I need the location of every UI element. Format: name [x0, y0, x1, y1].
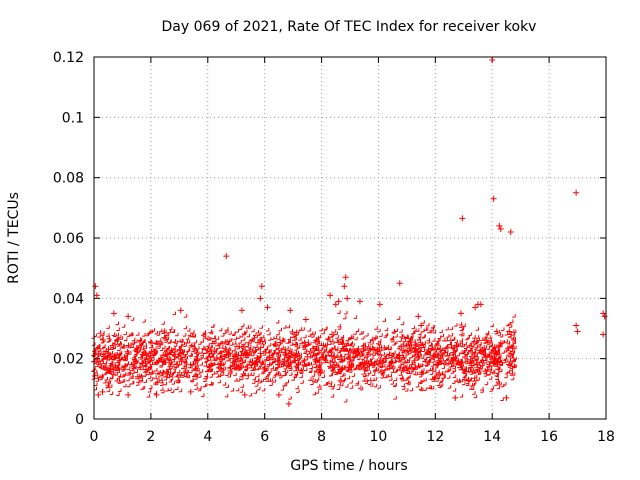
x-tick-label: 2	[146, 429, 155, 445]
data-point	[327, 292, 334, 299]
data-point	[496, 222, 503, 229]
data-point	[258, 283, 265, 290]
data-point	[99, 388, 106, 395]
data-point	[472, 304, 479, 311]
data-point	[241, 391, 248, 398]
y-tick-label: 0.08	[53, 171, 84, 187]
data-point	[600, 331, 607, 338]
x-tick-label: 14	[483, 429, 501, 445]
x-tick-label: 6	[260, 429, 269, 445]
data-point	[275, 391, 282, 398]
data-point	[477, 301, 484, 308]
data-point	[503, 394, 510, 401]
data-point	[459, 215, 466, 222]
data-point	[506, 328, 513, 335]
data-point	[332, 301, 339, 308]
data-point	[264, 304, 271, 311]
x-tick-label: 16	[540, 429, 558, 445]
x-tick-label: 18	[597, 429, 615, 445]
y-tick-label: 0.1	[62, 110, 84, 126]
data-point	[507, 228, 514, 235]
data-point	[376, 301, 383, 308]
y-tick-label: 0.04	[53, 291, 84, 307]
data-point	[177, 307, 184, 314]
y-axis-title: ROTI / TECUs	[6, 192, 22, 284]
points-layer	[91, 57, 608, 407]
data-point	[600, 310, 607, 317]
data-point	[153, 391, 160, 398]
label-layer: 0 2 4 6 8 10 12 14 16 18 0 0.02 0.04 0.06 0.08 0.1 0.12	[53, 50, 615, 445]
data-point	[341, 283, 348, 290]
dense-band-points	[91, 310, 517, 403]
data-point	[335, 298, 342, 305]
x-tick-label: 4	[203, 429, 212, 445]
data-point	[93, 292, 100, 299]
y-tick-label: 0	[75, 412, 84, 428]
x-tick-label: 12	[426, 429, 444, 445]
data-point	[187, 388, 194, 395]
data-point	[95, 391, 102, 398]
data-point	[110, 310, 117, 317]
x-tick-label: 8	[317, 429, 326, 445]
plot-frame	[93, 56, 607, 420]
y-tick-label: 0.06	[53, 231, 84, 247]
x-axis-title: GPS time / hours	[290, 458, 407, 474]
chart-title: Day 069 of 2021, Rate Of TEC Index for r…	[162, 19, 537, 35]
y-tick-label: 0.02	[53, 352, 84, 368]
data-point	[396, 280, 403, 287]
data-point	[125, 313, 132, 320]
data-point	[257, 295, 264, 302]
data-point	[342, 274, 349, 281]
data-point	[452, 394, 459, 401]
data-point	[238, 307, 245, 314]
data-point	[125, 391, 132, 398]
data-point	[302, 316, 309, 323]
data-point	[285, 400, 292, 407]
data-point	[497, 225, 504, 232]
x-tick-label: 0	[90, 429, 99, 445]
y-tick-label: 0.12	[53, 50, 84, 66]
data-point	[490, 195, 497, 202]
data-point	[356, 298, 363, 305]
data-point	[574, 328, 581, 335]
data-point	[92, 283, 99, 290]
data-point	[457, 310, 464, 317]
data-point	[415, 313, 422, 320]
data-point	[573, 322, 580, 329]
data-point	[418, 322, 425, 329]
x-tick-label: 10	[370, 429, 388, 445]
data-point	[489, 57, 496, 64]
data-point	[573, 189, 580, 196]
data-point	[344, 295, 351, 302]
data-point	[287, 307, 294, 314]
data-point	[223, 253, 230, 260]
data-point	[601, 313, 608, 320]
